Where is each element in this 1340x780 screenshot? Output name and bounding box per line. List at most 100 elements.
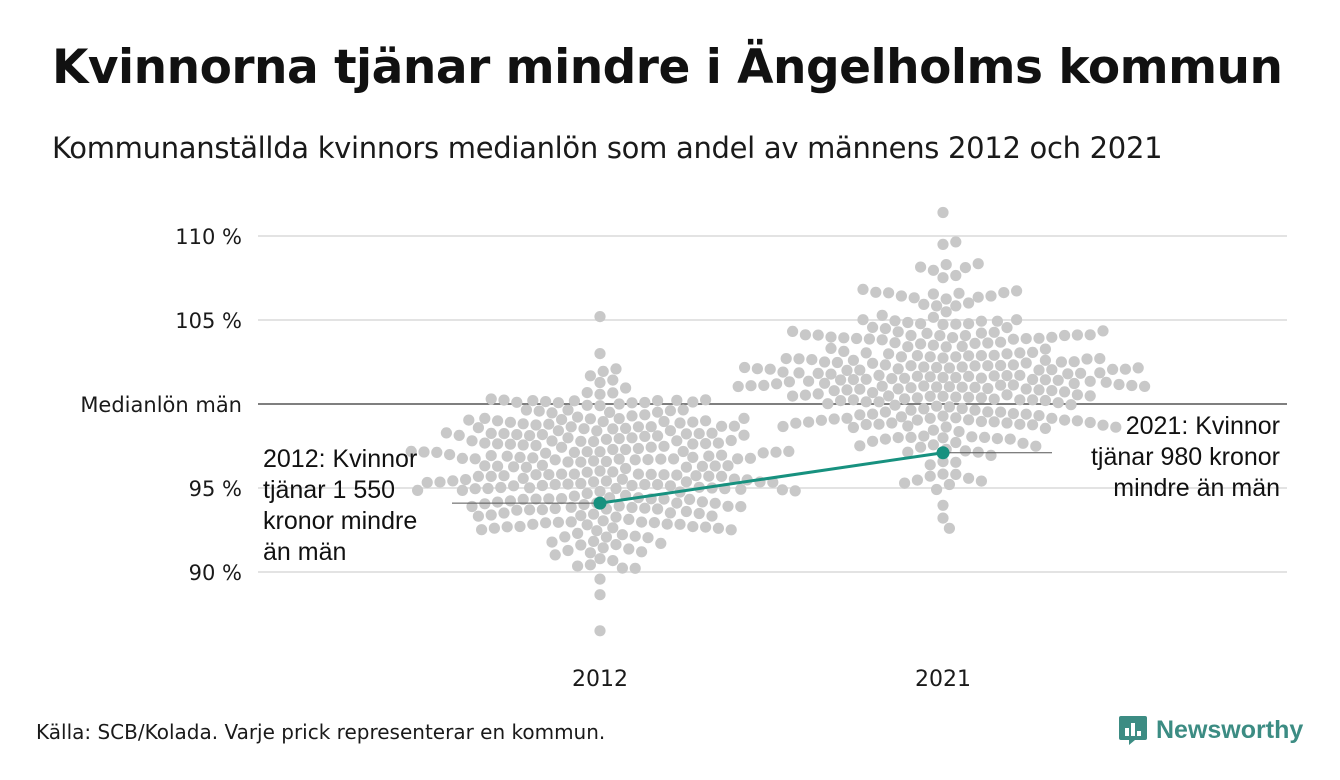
municipality-dot [716, 470, 728, 482]
municipality-dot [857, 314, 869, 326]
municipality-dot [610, 363, 622, 375]
municipality-dot [674, 417, 686, 429]
municipality-dot [982, 382, 994, 395]
municipality-dot [1113, 378, 1125, 391]
municipality-dot [1139, 380, 1151, 392]
municipality-dot [440, 427, 452, 439]
municipality-dot [1033, 332, 1045, 344]
municipality-dot [1046, 331, 1058, 343]
municipality-dot [918, 380, 930, 392]
municipality-dot [543, 469, 555, 481]
municipality-dot [597, 365, 609, 377]
municipality-dot [498, 470, 510, 482]
municipality-dot [956, 361, 968, 373]
municipality-dot [963, 472, 975, 484]
municipality-dot [581, 466, 593, 478]
municipality-dot [575, 435, 587, 447]
municipality-dot [463, 414, 475, 426]
municipality-dot [863, 333, 876, 345]
municipality-dot [588, 455, 600, 467]
newsworthy-logo[interactable]: Newsworthy [1118, 714, 1303, 746]
municipality-dot [972, 291, 984, 303]
municipality-dot [1059, 329, 1071, 342]
municipality-dot [556, 414, 568, 426]
municipality-dot [838, 332, 850, 344]
municipality-dot [594, 573, 606, 585]
logo-text: Newsworthy [1156, 715, 1304, 744]
municipality-dot [902, 316, 914, 329]
municipality-dot [931, 361, 943, 374]
municipality-dot [895, 351, 908, 363]
municipality-dot [1007, 408, 1020, 420]
municipality-dot [639, 502, 651, 514]
municipality-dot [937, 499, 949, 511]
municipality-dot [687, 416, 699, 428]
municipality-dot [1059, 386, 1071, 398]
municipality-dot [819, 356, 831, 368]
municipality-dot [764, 363, 776, 375]
municipality-dot [950, 236, 962, 248]
municipality-dot [504, 438, 516, 450]
municipality-dot [421, 476, 433, 489]
municipality-dot [924, 412, 936, 424]
municipality-dot [995, 336, 1007, 348]
municipality-dot [739, 361, 751, 374]
municipality-dot [616, 562, 629, 574]
municipality-dot [501, 450, 513, 462]
municipality-dot [479, 460, 491, 472]
municipality-dot [703, 450, 715, 462]
municipality-dot [876, 334, 888, 346]
municipality-dot [652, 479, 664, 491]
municipality-dot [645, 421, 657, 433]
municipality-dot [1052, 397, 1064, 409]
municipality-dot [466, 500, 478, 513]
municipality-dot [620, 422, 632, 434]
municipality-dot [594, 553, 606, 565]
municipality-dot [588, 436, 600, 448]
x-tick-label: 2021 [915, 667, 971, 692]
municipality-dot [886, 373, 898, 385]
municipality-dot [607, 555, 619, 567]
municipality-dot [639, 430, 651, 442]
municipality-dot [902, 341, 914, 353]
municipality-dot [581, 446, 593, 458]
municipality-dot [520, 404, 533, 416]
municipality-dot [581, 387, 593, 399]
municipality-dot [812, 388, 824, 400]
annotation-line: 2012: Kvinnor [263, 445, 417, 473]
municipality-dot [950, 318, 962, 330]
municipality-dot [927, 424, 940, 436]
municipality-dot [963, 297, 975, 309]
municipality-dot [594, 625, 606, 637]
municipality-dot [950, 351, 962, 363]
municipality-dot [575, 456, 587, 468]
municipality-dot [716, 449, 728, 461]
municipality-dot [857, 283, 869, 295]
municipality-dot [924, 390, 936, 402]
municipality-dot [1071, 389, 1083, 401]
municipality-dot [536, 504, 549, 516]
municipality-dot [771, 378, 783, 390]
municipality-dot [469, 453, 481, 465]
municipality-dot [793, 353, 805, 365]
municipality-dot [559, 531, 571, 543]
municipality-dot [838, 345, 850, 357]
municipality-dot [664, 507, 677, 519]
municipality-dot [918, 403, 930, 415]
municipality-dot [479, 437, 491, 449]
municipality-dot [562, 544, 574, 557]
municipality-dot [706, 427, 718, 439]
municipality-dot [1027, 394, 1039, 406]
municipality-dot [950, 391, 962, 403]
municipality-dot [931, 381, 943, 393]
municipality-dot [905, 382, 917, 394]
municipality-dot [1033, 410, 1045, 422]
municipality-dot [511, 429, 523, 441]
municipality-dot [787, 390, 799, 402]
municipality-dot [584, 559, 597, 571]
municipality-dot [600, 531, 613, 543]
municipality-dot [524, 482, 536, 494]
municipality-dot [572, 527, 584, 540]
municipality-dot [975, 327, 988, 339]
municipality-dot [687, 451, 699, 463]
